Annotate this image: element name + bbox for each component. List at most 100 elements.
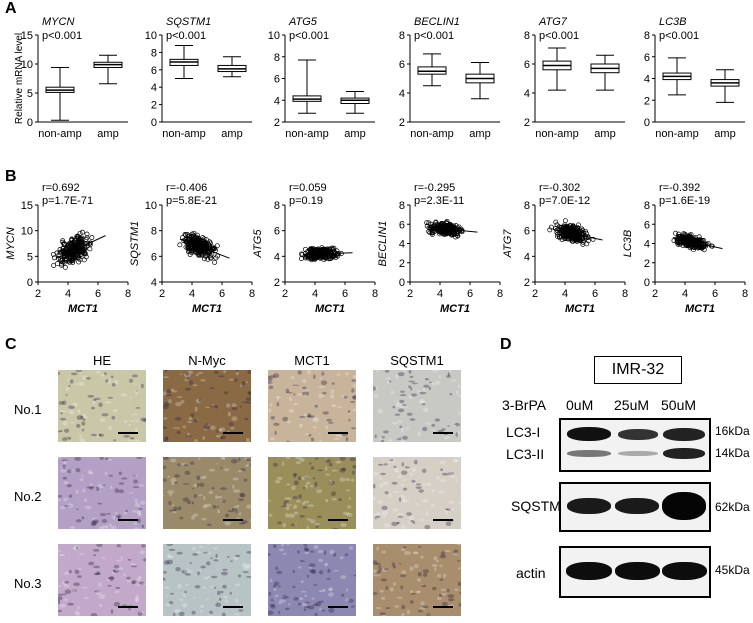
cell-nucleus [325, 459, 331, 463]
cell-nucleus [435, 380, 441, 385]
cell-nucleus [245, 402, 251, 404]
cell-nucleus [186, 378, 189, 381]
cell-nucleus [347, 410, 351, 414]
cell-nucleus [401, 470, 408, 475]
cell-nucleus [453, 459, 460, 463]
band-actin-25 [615, 562, 660, 580]
cell-nucleus [123, 511, 128, 515]
cell-nucleus [303, 608, 307, 612]
column-title-sqstm1: SQSTM1 [390, 353, 444, 368]
cell-nucleus [302, 487, 307, 489]
band-sqstm1-50 [662, 492, 706, 520]
cell-nucleus [352, 408, 356, 411]
cell-nucleus [409, 590, 414, 594]
cell-nucleus [107, 396, 114, 399]
cell-nucleus [313, 484, 319, 488]
cell-nucleus [309, 569, 316, 574]
cell-nucleus [110, 485, 113, 489]
cell-nucleus [203, 577, 208, 580]
cell-nucleus [130, 563, 137, 566]
y-tick-label: 8 [151, 47, 157, 59]
cell-nucleus [443, 573, 447, 578]
row-label-no1: No.1 [14, 402, 42, 417]
cell-nucleus [325, 473, 331, 476]
cell-nucleus [139, 581, 145, 585]
cell-nucleus [295, 457, 303, 460]
cell-nucleus [410, 393, 418, 397]
data-point [203, 240, 209, 246]
cell-nucleus [378, 574, 381, 577]
cell-nucleus [400, 548, 406, 552]
cell-nucleus [101, 413, 109, 417]
cell-nucleus [133, 522, 138, 525]
cell-nucleus [142, 582, 146, 585]
cell-nucleus [325, 466, 328, 471]
cell-nucleus [307, 413, 311, 417]
cell-nucleus [132, 374, 138, 378]
cell-nucleus [164, 401, 170, 407]
cell-nucleus [390, 390, 395, 394]
cell-nucleus [238, 457, 241, 462]
cell-nucleus [433, 556, 438, 561]
cell-nucleus [401, 525, 406, 529]
cell-nucleus [398, 495, 406, 500]
cell-nucleus [275, 566, 279, 570]
cell-nucleus [130, 420, 135, 422]
cell-nucleus [60, 506, 66, 510]
data-point [562, 218, 568, 224]
cell-nucleus [373, 471, 379, 476]
cell-nucleus [93, 565, 100, 569]
y-axis-label: ATG5 [252, 229, 264, 259]
cell-nucleus [126, 579, 131, 583]
cell-nucleus [408, 473, 414, 476]
tissue-texture [58, 457, 146, 529]
cell-nucleus [202, 586, 206, 590]
cell-nucleus [349, 457, 356, 462]
cell-nucleus [284, 607, 290, 611]
cell-nucleus [133, 527, 140, 529]
cell-nucleus [272, 584, 277, 588]
cell-nucleus [174, 474, 180, 478]
cell-nucleus [385, 586, 389, 590]
box-non-amp: non-amp [655, 57, 699, 140]
cell-nucleus [209, 387, 215, 390]
cell-nucleus [221, 499, 226, 503]
cell-nucleus [67, 469, 73, 474]
cell-nucleus [327, 592, 334, 597]
cell-nucleus [135, 407, 141, 409]
cell-nucleus [75, 370, 83, 373]
cell-nucleus [343, 395, 348, 399]
cell-nucleus [167, 475, 171, 478]
cell-nucleus [116, 544, 121, 548]
cell-nucleus [241, 562, 247, 568]
cell-nucleus [76, 568, 82, 571]
cell-nucleus [304, 548, 310, 552]
cell-nucleus [420, 601, 425, 606]
cell-nucleus [131, 474, 138, 478]
cell-nucleus [105, 379, 109, 383]
cell-nucleus [321, 609, 326, 612]
cell-nucleus [76, 415, 83, 421]
cell-nucleus [285, 513, 289, 518]
cell-nucleus [192, 384, 198, 387]
cell-nucleus [79, 434, 82, 439]
r-value: r=-0.406 [166, 182, 207, 194]
cell-nucleus [314, 404, 319, 408]
cell-nucleus [163, 571, 167, 574]
y-tick-label: 8 [524, 200, 530, 212]
p-value: p=2.3E-11 [414, 195, 464, 207]
cell-nucleus [112, 515, 116, 520]
cell-nucleus [74, 545, 80, 550]
cell-nucleus [208, 613, 214, 616]
band-lc3i-0 [567, 427, 611, 441]
cell-nucleus [323, 588, 326, 591]
cell-nucleus [206, 598, 210, 600]
x-tick-label: amp [97, 128, 118, 140]
cell-nucleus [383, 430, 389, 434]
data-point [681, 238, 687, 244]
cell-nucleus [232, 484, 235, 489]
data-point [678, 234, 684, 240]
data-point [556, 226, 562, 232]
data-point [60, 249, 66, 255]
cell-nucleus [168, 601, 174, 605]
